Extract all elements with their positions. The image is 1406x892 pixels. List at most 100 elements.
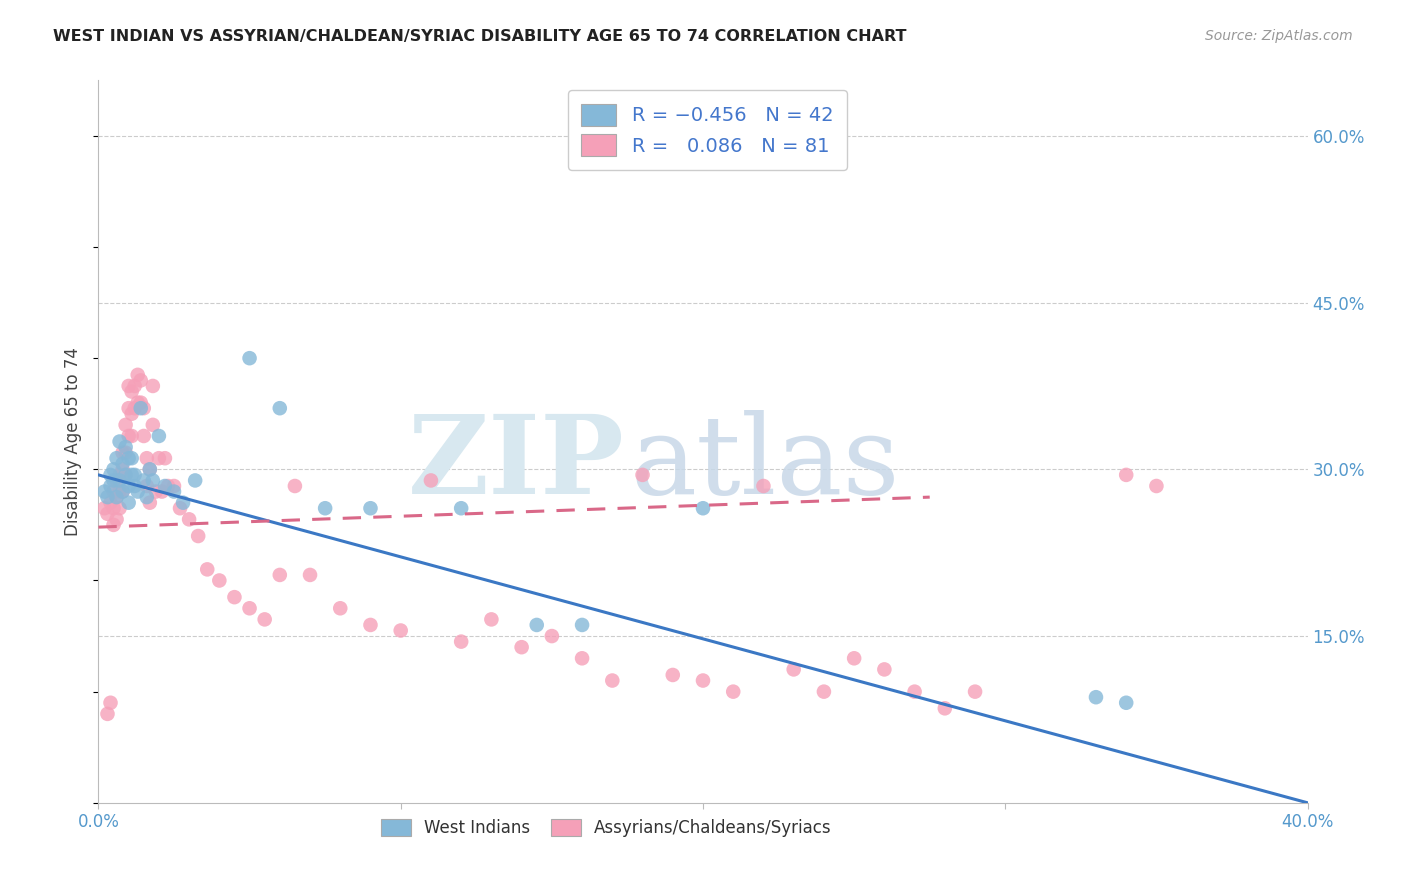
Point: [571, 618, 593, 632]
Point: [172, 496, 194, 510]
Point: [269, 568, 291, 582]
Point: [163, 484, 186, 499]
Point: [114, 467, 136, 482]
Point: [118, 401, 141, 416]
Point: [142, 417, 165, 432]
Point: [208, 574, 231, 588]
Point: [118, 379, 141, 393]
Point: [135, 479, 157, 493]
Point: [96, 507, 118, 521]
Point: [153, 479, 176, 493]
Point: [904, 684, 927, 698]
Point: [1085, 690, 1108, 705]
Point: [111, 484, 134, 499]
Point: [129, 401, 152, 416]
Point: [105, 512, 128, 526]
Point: [118, 429, 141, 443]
Point: [132, 429, 155, 443]
Point: [329, 601, 352, 615]
Point: [100, 496, 122, 510]
Point: [103, 462, 125, 476]
Point: [121, 467, 143, 482]
Point: [105, 490, 128, 504]
Point: [103, 484, 125, 499]
Legend: West Indians, Assyrians/Chaldeans/Syriacs: West Indians, Assyrians/Chaldeans/Syriac…: [373, 810, 839, 845]
Point: [142, 474, 165, 488]
Text: atlas: atlas: [630, 409, 900, 516]
Point: [179, 512, 201, 526]
Point: [118, 496, 141, 510]
Point: [723, 684, 745, 698]
Point: [100, 696, 122, 710]
Point: [135, 490, 157, 504]
Point: [121, 451, 143, 466]
Point: [187, 529, 209, 543]
Point: [153, 451, 176, 466]
Point: [450, 634, 472, 648]
Point: [111, 484, 134, 499]
Point: [114, 467, 136, 482]
Point: [139, 462, 162, 476]
Point: [692, 501, 714, 516]
Point: [121, 384, 143, 399]
Point: [108, 474, 131, 488]
Point: [114, 417, 136, 432]
Point: [224, 590, 246, 604]
Point: [510, 640, 533, 655]
Text: ZIP: ZIP: [408, 409, 624, 516]
Point: [111, 445, 134, 459]
Point: [253, 612, 276, 626]
Point: [420, 474, 443, 488]
Point: [127, 368, 149, 382]
Point: [103, 474, 125, 488]
Point: [135, 451, 157, 466]
Point: [299, 568, 322, 582]
Point: [661, 668, 683, 682]
Point: [360, 501, 382, 516]
Point: [150, 484, 173, 499]
Point: [114, 445, 136, 459]
Point: [100, 479, 122, 493]
Point: [965, 684, 987, 698]
Point: [124, 379, 146, 393]
Point: [813, 684, 835, 698]
Point: [239, 351, 262, 366]
Point: [132, 401, 155, 416]
Point: [389, 624, 412, 638]
Point: [139, 496, 162, 510]
Point: [481, 612, 503, 626]
Point: [142, 379, 165, 393]
Point: [602, 673, 624, 688]
Point: [284, 479, 307, 493]
Point: [100, 467, 122, 482]
Point: [934, 701, 956, 715]
Point: [156, 479, 179, 493]
Point: [103, 501, 125, 516]
Point: [844, 651, 866, 665]
Point: [108, 434, 131, 449]
Point: [360, 618, 382, 632]
Point: [114, 440, 136, 454]
Point: [1144, 479, 1167, 493]
Point: [752, 479, 775, 493]
Point: [127, 484, 149, 499]
Point: [631, 467, 654, 482]
Point: [195, 562, 218, 576]
Point: [105, 474, 128, 488]
Point: [121, 407, 143, 421]
Point: [139, 462, 162, 476]
Point: [96, 490, 118, 504]
Point: [184, 474, 207, 488]
Point: [692, 673, 714, 688]
Point: [96, 706, 118, 721]
Point: [1115, 696, 1137, 710]
Point: [873, 662, 896, 676]
Text: Source: ZipAtlas.com: Source: ZipAtlas.com: [1205, 29, 1353, 43]
Point: [124, 401, 146, 416]
Point: [118, 479, 141, 493]
Point: [145, 484, 167, 499]
Point: [148, 451, 170, 466]
Point: [93, 484, 115, 499]
Point: [108, 501, 131, 516]
Point: [1115, 467, 1137, 482]
